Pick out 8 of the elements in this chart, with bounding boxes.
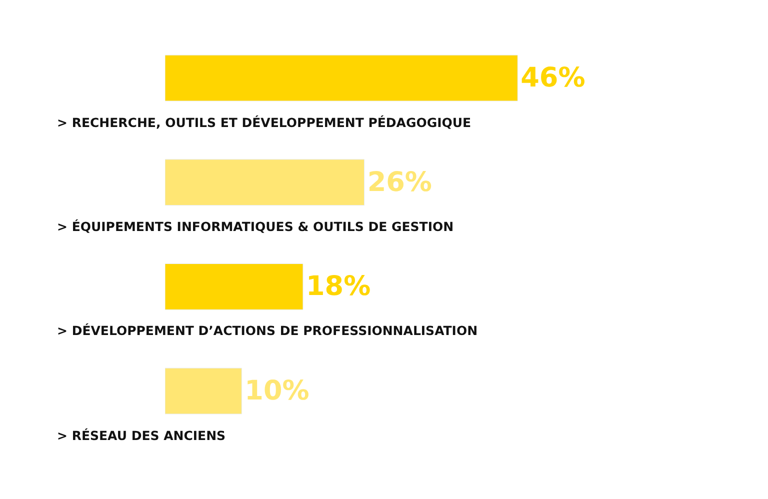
- y-tick-label: > RECHERCHE, OUTILS ET DÉVELOPPEMENT PÉDAGOGIQUE: [57, 115, 472, 130]
- data-label: 10%: [244, 376, 310, 407]
- data-label: 18%: [306, 271, 371, 302]
- y-tick-label: > DÉVELOPPEMENT D’ACTIONS DE PROFESSIONNALISATION: [57, 323, 478, 338]
- y-tick-label: > ÉQUIPEMENTS INFORMATIQUES & OUTILS DE GESTION: [57, 219, 454, 234]
- data-label: 26%: [367, 166, 432, 198]
- data-label: 46%: [520, 62, 586, 94]
- y-tick-label: > RÉSEAU DES ANCIENS: [57, 428, 226, 443]
